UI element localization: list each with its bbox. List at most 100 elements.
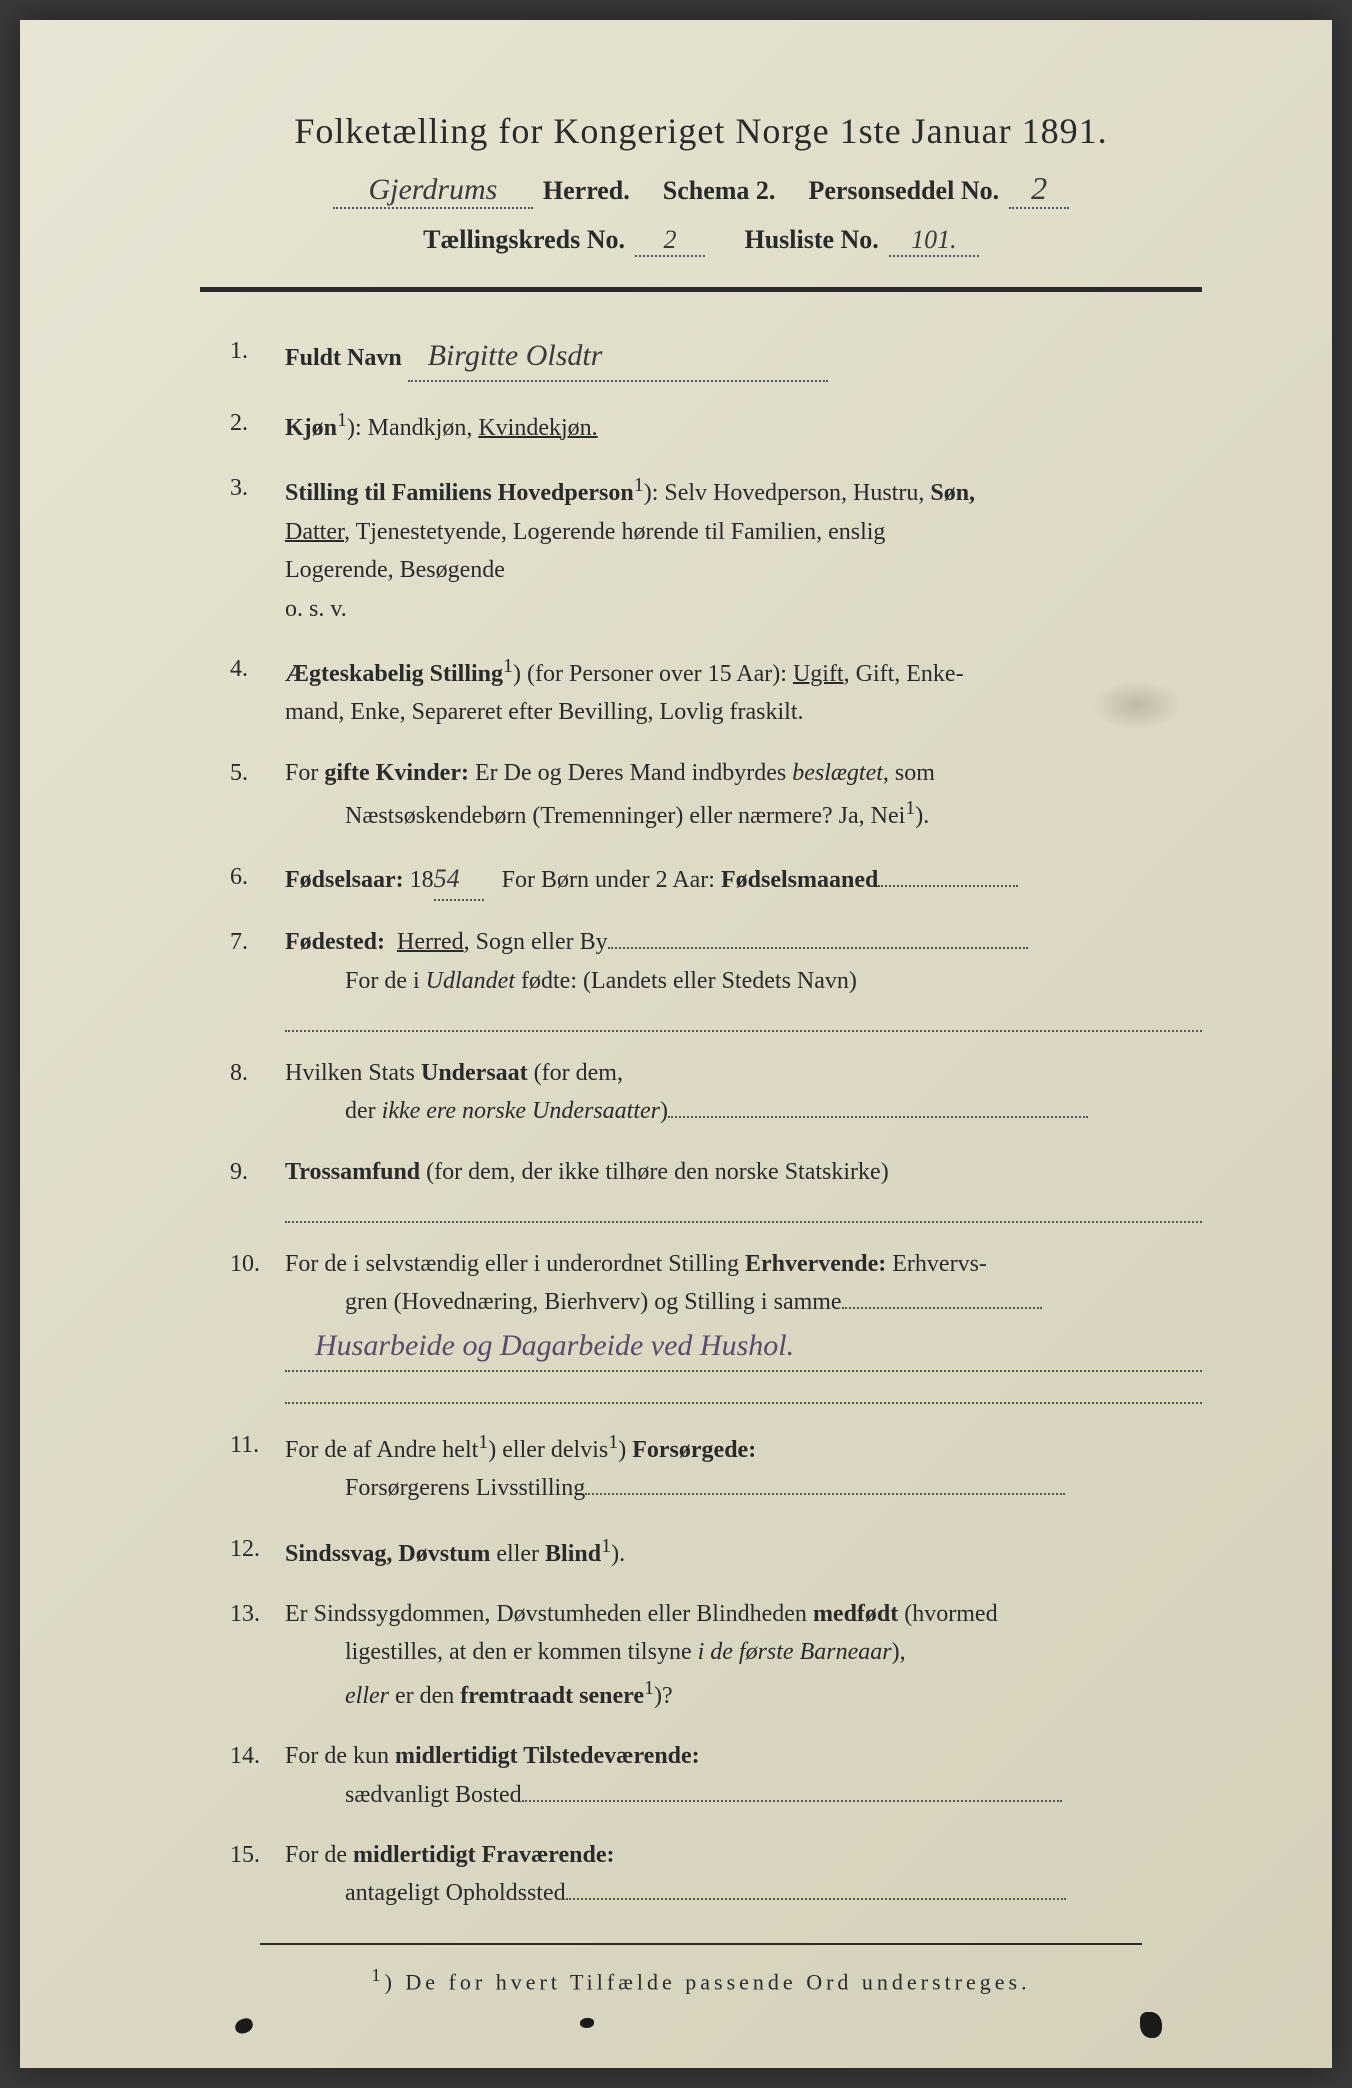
sup: 1 <box>905 797 915 819</box>
entry-body: Fuldt Navn Birgitte Olsdtr <box>285 332 1202 382</box>
entry-num: 4. <box>230 650 285 688</box>
text: Søn, <box>930 480 975 506</box>
entry-num: 6. <box>230 858 285 896</box>
text-italic: ikke ere norske Undersaatter <box>382 1098 660 1124</box>
label-sex: Kjøn <box>285 415 337 441</box>
text: , Tjenestetyende, Logerende hørende til … <box>344 519 885 545</box>
husliste-label: Husliste No. <box>744 225 878 255</box>
entry-body: Sindssvag, Døvstum eller Blind1). <box>285 1530 1202 1573</box>
entry-num: 14. <box>230 1737 285 1775</box>
label-supported: Forsørgede: <box>632 1437 756 1463</box>
occupation-value: Husarbeide og Dagarbeide ved Hushol. <box>285 1322 1202 1372</box>
sup: 1 <box>478 1431 488 1453</box>
text: medfødt <box>813 1601 898 1627</box>
text: , Gift, Enke- <box>844 661 964 687</box>
footnote-rule <box>260 1943 1142 1945</box>
label-birthyear: Fødselsaar: <box>285 867 404 893</box>
text: , som <box>883 760 935 786</box>
sup: 1 <box>634 474 644 496</box>
entry-3: 3. Stilling til Familiens Hovedperson1):… <box>230 469 1202 628</box>
text: For de kun <box>285 1743 395 1769</box>
text: Hvilken Stats <box>285 1060 421 1086</box>
dotted-blank <box>285 1380 1202 1404</box>
sup: 1 <box>601 1535 611 1557</box>
entry-body: Fødested: Herred, Sogn eller By For de i… <box>285 923 1202 1032</box>
entry-body: For gifte Kvinder: Er De og Deres Mand i… <box>285 754 1202 836</box>
entry-4: 4. Ægteskabelig Stilling1) (for Personer… <box>230 650 1202 732</box>
schema-label: Schema 2. <box>663 176 776 206</box>
dotted-blank <box>522 1800 1062 1802</box>
text: (for dem, <box>528 1060 623 1086</box>
dotted-blank <box>285 1199 1202 1223</box>
footnote-text: ) De for hvert Tilfælde passende Ord und… <box>385 1969 1031 1994</box>
text: Forsørgerens Livsstilling <box>345 1475 585 1501</box>
entry-body: Ægteskabelig Stilling1) (for Personer ov… <box>285 650 1202 732</box>
birthplace-selected: Herred <box>397 929 464 955</box>
entry-body: For de midlertidigt Fraværende: antageli… <box>285 1836 1202 1913</box>
birthmonth-field <box>878 885 1018 887</box>
text: ) <box>660 1098 668 1124</box>
text: ), <box>892 1639 906 1665</box>
label-religion: Trossamfund <box>285 1159 420 1185</box>
husliste-value: 101. <box>889 225 979 257</box>
entry-num: 9. <box>230 1153 285 1191</box>
text: For de i <box>345 968 426 994</box>
entry-num: 8. <box>230 1054 285 1092</box>
form-header: Folketælling for Kongeriget Norge 1ste J… <box>200 110 1202 257</box>
kreds-value: 2 <box>635 225 705 257</box>
text: Blind <box>545 1541 601 1567</box>
entry-body: For de kun midlertidigt Tilstedeværende:… <box>285 1737 1202 1814</box>
entry-num: 12. <box>230 1530 285 1568</box>
text: )? <box>654 1683 673 1709</box>
subheader-line1: Gjerdrums Herred. Schema 2. Personseddel… <box>200 170 1202 209</box>
label-temp-absent: midlertidigt Fraværende: <box>353 1842 615 1868</box>
text: ): Mandkjøn, <box>347 415 478 441</box>
name-value: Birgitte Olsdtr <box>408 332 828 382</box>
entry-body: Hvilken Stats Undersaat (for dem, der ik… <box>285 1054 1202 1131</box>
entry-body: Trossamfund (for dem, der ikke tilhøre d… <box>285 1153 1202 1223</box>
text: fremtraadt senere <box>460 1683 644 1709</box>
ink-blot <box>233 2016 255 2035</box>
text: For Børn under 2 Aar: <box>502 867 721 893</box>
text: er den <box>389 1683 460 1709</box>
sup: 1 <box>503 655 513 677</box>
label-disability: Sindssvag, Døvstum <box>285 1541 490 1567</box>
ink-blot <box>1140 2012 1162 2038</box>
text: (for dem, der ikke tilhøre den norske St… <box>420 1159 889 1185</box>
text: ): Selv Hovedperson, Hustru, <box>644 480 931 506</box>
form-entries: 1. Fuldt Navn Birgitte Olsdtr 2. Kjøn1):… <box>200 332 1202 1913</box>
text: antageligt Opholdssted <box>345 1880 566 1906</box>
herred-value: Gjerdrums <box>333 173 533 209</box>
text: eller <box>490 1541 545 1567</box>
kreds-label: Tællingskreds No. <box>423 225 625 255</box>
dotted-blank <box>285 1008 1202 1032</box>
text: gren (Hovednæring, Bierhverv) og Stillin… <box>345 1289 842 1315</box>
entry-6: 6. Fødselsaar: 1854 For Børn under 2 Aar… <box>230 858 1202 902</box>
text: Næstsøskendebørn (Tremenninger) eller næ… <box>345 803 905 829</box>
entry-11: 11. For de af Andre helt1) eller delvis1… <box>230 1426 1202 1508</box>
text: For de <box>285 1842 353 1868</box>
text: ) eller delvis <box>488 1437 608 1463</box>
sup: 1 <box>371 1965 384 1985</box>
form-title: Folketælling for Kongeriget Norge 1ste J… <box>200 110 1202 152</box>
entry-num: 7. <box>230 923 285 961</box>
text: der <box>345 1098 382 1124</box>
entry-body: Er Sindssygdommen, Døvstumheden eller Bl… <box>285 1595 1202 1715</box>
label-birthplace: Fødested: <box>285 929 385 955</box>
text-italic: Udlandet <box>426 968 515 994</box>
birthyear-value: 54 <box>434 858 484 902</box>
personseddel-label: Personseddel No. <box>808 176 999 206</box>
ink-blot <box>580 2018 594 2028</box>
birthplace-field <box>608 947 1028 949</box>
entry-8: 8. Hvilken Stats Undersaat (for dem, der… <box>230 1054 1202 1131</box>
sup: 1 <box>644 1677 654 1699</box>
label-marital: Ægteskabelig Stilling <box>285 661 503 687</box>
text: ligestilles, at den er kommen tilsyne <box>345 1639 698 1665</box>
text: ). <box>611 1541 625 1567</box>
entry-num: 11. <box>230 1426 285 1464</box>
text: Logerende, Besøgende <box>285 557 505 583</box>
entry-body: Fødselsaar: 1854 For Børn under 2 Aar: F… <box>285 858 1202 902</box>
entry-num: 15. <box>230 1836 285 1874</box>
text: mand, Enke, Separeret efter Bevilling, L… <box>285 699 804 725</box>
entry-body: For de af Andre helt1) eller delvis1) Fo… <box>285 1426 1202 1508</box>
